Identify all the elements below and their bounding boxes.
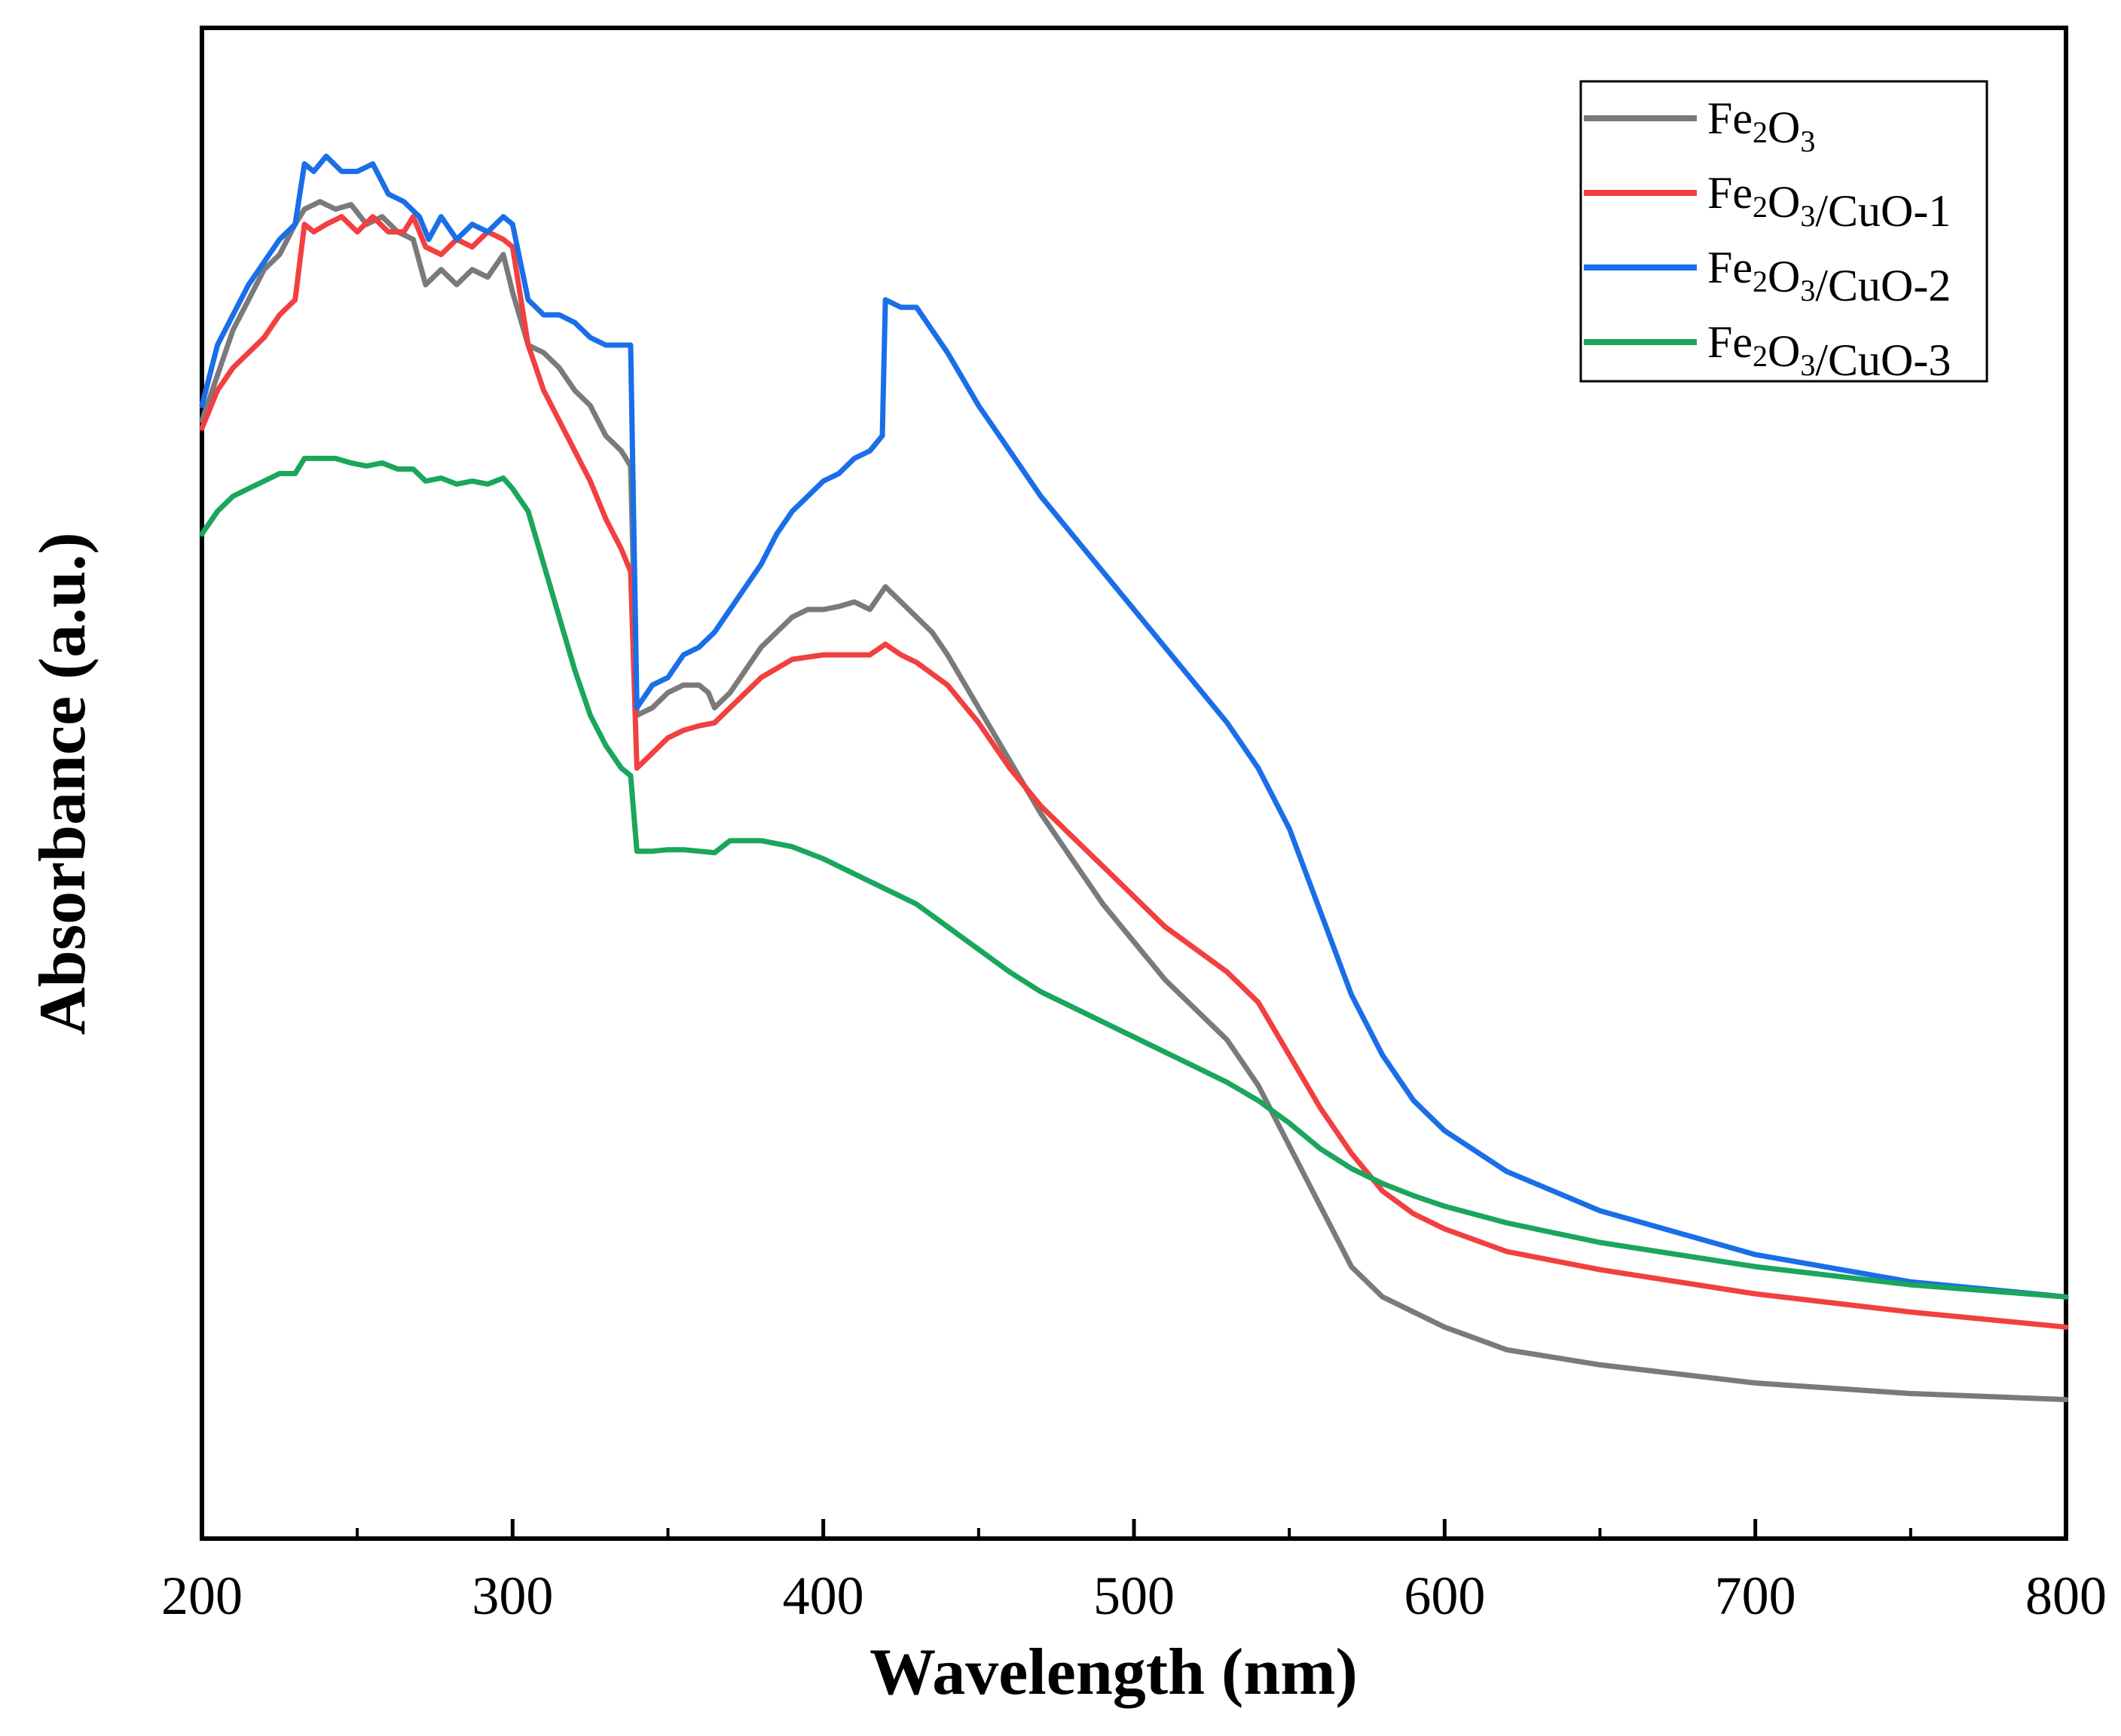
legend: Fe2O3 Fe2O3/CuO-1 Fe2O3/CuO-2 Fe2O3/CuO-3 [1579,80,1988,385]
legend-label: Fe2O3/CuO-1 [1707,168,1951,236]
x-tick-label: 200 [161,1566,243,1626]
x-axis-tick-labels: 200 300 400 500 600 700 800 [161,1566,2107,1626]
x-tick-label: 600 [1404,1566,1485,1626]
series-line-2 [199,214,2069,1330]
x-axis-ticks [200,1519,2068,1539]
x-tick-label: 400 [783,1566,864,1626]
legend-items: Fe2O3 Fe2O3/CuO-1 Fe2O3/CuO-2 Fe2O3/CuO-3 [1584,93,1951,385]
legend-label: Fe2O3/CuO-3 [1707,317,1951,385]
legend-box [1579,80,1988,383]
x-axis-title: Wavelength (nm) [869,1636,1358,1709]
series-line-4 [199,455,2069,1300]
x-tick-label: 700 [1715,1566,1796,1626]
series-lines [199,153,2069,1402]
y-axis-title: Absorbance (a.u.) [26,532,99,1035]
x-tick-label: 300 [472,1566,553,1626]
series-line-3 [199,153,2069,1300]
x-tick-label: 500 [1093,1566,1175,1626]
legend-label: Fe2O3 [1707,93,1815,158]
x-tick-label: 800 [2025,1566,2107,1626]
series-line-1 [199,199,2069,1402]
legend-label: Fe2O3/CuO-2 [1707,243,1951,310]
